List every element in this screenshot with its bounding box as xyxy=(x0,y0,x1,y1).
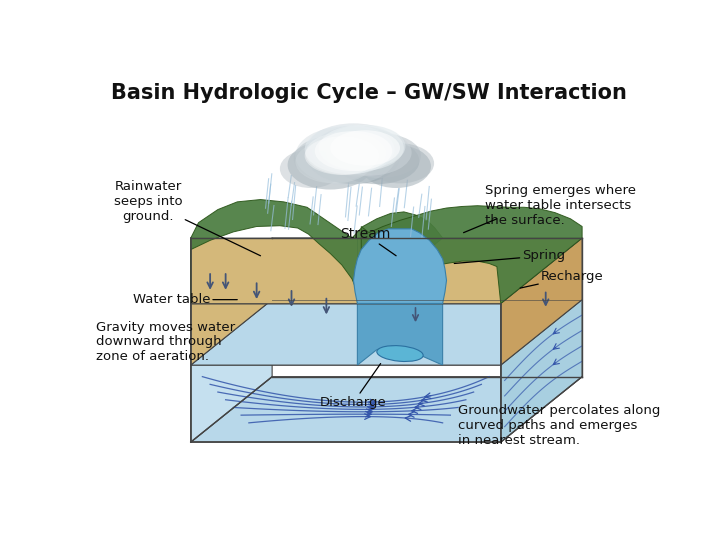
Ellipse shape xyxy=(307,123,400,173)
Text: Gravity moves water
downward through
zone of aeration.: Gravity moves water downward through zon… xyxy=(96,321,235,363)
Ellipse shape xyxy=(294,136,374,182)
Polygon shape xyxy=(191,300,582,365)
Text: Basin Hydrologic Cycle – GW/SW Interaction: Basin Hydrologic Cycle – GW/SW Interacti… xyxy=(111,83,627,103)
Polygon shape xyxy=(191,300,272,442)
Ellipse shape xyxy=(334,138,419,184)
Ellipse shape xyxy=(280,150,342,188)
Polygon shape xyxy=(191,238,438,303)
Polygon shape xyxy=(191,238,272,365)
Polygon shape xyxy=(357,206,582,303)
Polygon shape xyxy=(357,303,443,365)
Ellipse shape xyxy=(330,130,400,166)
Ellipse shape xyxy=(325,125,405,168)
Ellipse shape xyxy=(295,140,373,184)
Polygon shape xyxy=(500,238,582,365)
Ellipse shape xyxy=(366,143,434,184)
Ellipse shape xyxy=(341,133,421,178)
Ellipse shape xyxy=(307,130,400,184)
Ellipse shape xyxy=(377,346,423,361)
Text: Stream: Stream xyxy=(340,227,396,256)
Polygon shape xyxy=(354,229,446,303)
Ellipse shape xyxy=(305,132,386,175)
Ellipse shape xyxy=(305,137,379,175)
Polygon shape xyxy=(191,377,582,442)
Text: Spring: Spring xyxy=(454,249,566,264)
Ellipse shape xyxy=(287,140,373,190)
Text: Recharge: Recharge xyxy=(520,270,604,288)
Ellipse shape xyxy=(295,126,396,185)
Polygon shape xyxy=(191,200,443,303)
Ellipse shape xyxy=(361,145,431,188)
Ellipse shape xyxy=(326,130,412,176)
Text: Groundwater percolates along
curved paths and emerges
in nearest stream.: Groundwater percolates along curved path… xyxy=(458,403,660,447)
Text: Water table: Water table xyxy=(132,293,238,306)
Text: Spring emerges where
water table intersects
the surface.: Spring emerges where water table interse… xyxy=(485,184,636,227)
Ellipse shape xyxy=(312,126,402,177)
Text: Rainwater
seeps into
ground.: Rainwater seeps into ground. xyxy=(114,180,261,256)
Text: Discharge: Discharge xyxy=(320,363,387,409)
Ellipse shape xyxy=(315,131,392,171)
Polygon shape xyxy=(500,300,582,442)
Ellipse shape xyxy=(319,125,404,171)
Polygon shape xyxy=(357,238,582,303)
Polygon shape xyxy=(191,238,582,303)
Ellipse shape xyxy=(305,125,395,174)
